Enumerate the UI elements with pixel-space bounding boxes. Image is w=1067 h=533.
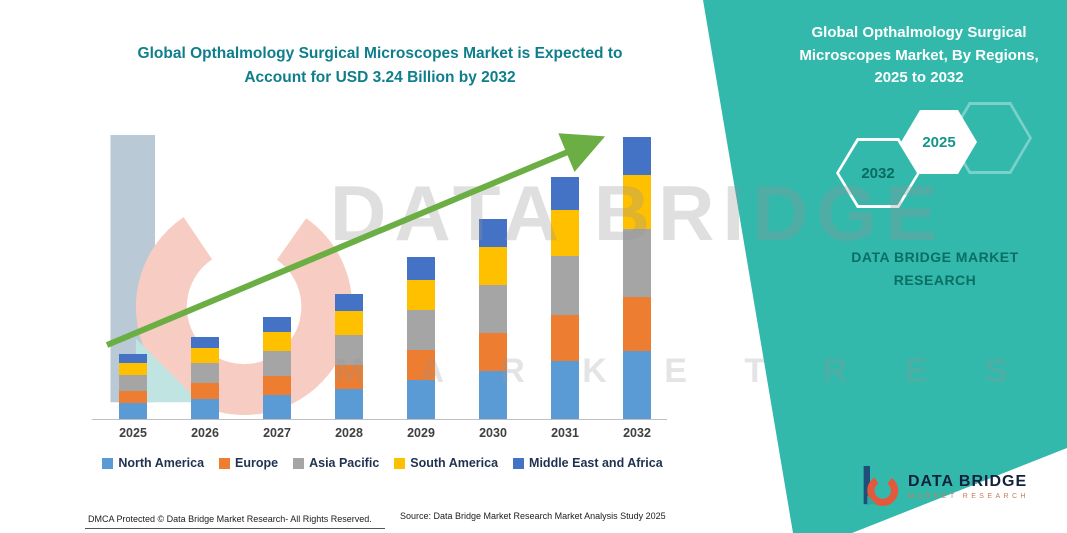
legend-swatch-icon [293, 457, 305, 469]
bar-segment [335, 388, 363, 419]
panel-brand-line1: DATA BRIDGE MARKET [851, 249, 1019, 265]
legend-label: Asia Pacific [309, 456, 380, 470]
bar-segment [551, 210, 579, 257]
bar-segment [263, 375, 291, 395]
bar-segment [551, 177, 579, 211]
legend-label: South America [410, 456, 499, 470]
bar-segment [335, 334, 363, 366]
chart-legend: North America Europe Asia Pacific South Ame… [85, 456, 680, 470]
panel-brand-text: DATA BRIDGE MARKET RESEARCH [828, 246, 1042, 292]
legend-swatch-icon [219, 457, 231, 469]
bar-segment [479, 371, 507, 419]
logo-title: DATA BRIDGE [908, 472, 1028, 490]
bar-chart-plot-area: 2025 2026 2027 2028 2029 2030 2031 2032 [90, 120, 670, 440]
bar-segment [623, 351, 651, 419]
legend-label: Europe [235, 456, 279, 470]
bar-segment [479, 218, 507, 247]
stacked-bar-2028 [335, 293, 363, 419]
hexagon-2025-label: 2025 [922, 133, 956, 151]
x-axis-label: 2030 [479, 426, 507, 440]
hexagon-2032: 2032 [836, 138, 920, 208]
legend-swatch-icon [102, 457, 114, 469]
bar-segment [407, 379, 435, 419]
dmca-notice: DMCA Protected © Data Bridge Market Rese… [88, 514, 372, 524]
chart-title: Global Opthalmology Surgical Microscopes… [110, 42, 650, 90]
legend-item: South America [394, 456, 498, 470]
legend-item: Asia Pacific [293, 456, 379, 470]
bar-segment [551, 314, 579, 361]
panel-brand-line2: RESEARCH [893, 272, 977, 289]
stacked-bar-2030 [479, 218, 507, 419]
bar-segment [623, 297, 651, 352]
stacked-bar-2025 [119, 353, 147, 419]
legend-swatch-icon [513, 457, 525, 469]
bar-segment [479, 332, 507, 372]
stacked-bar-2027 [263, 317, 291, 419]
chart-title-line2: Account for USD 3.24 Billion by 2032 [244, 69, 516, 87]
x-axis-label: 2029 [407, 426, 435, 440]
bar-segment [191, 363, 219, 384]
hexagon-2032-fill [839, 141, 917, 205]
bar-segment [119, 391, 147, 404]
bar-segment [479, 284, 507, 333]
bar-segment [119, 403, 147, 419]
source-note: Source: Data Bridge Market Research Mark… [400, 511, 666, 521]
bar-segment [335, 293, 363, 312]
bar-segment [335, 311, 363, 335]
bar-segment [119, 353, 147, 364]
bar-segment [479, 246, 507, 285]
data-bridge-logo: DATA BRIDGE MARKET RESEARCH [860, 464, 1029, 508]
hexagon-2025: 2025 [901, 110, 977, 174]
x-axis-label: 2032 [623, 426, 651, 440]
stacked-bar-2032 [623, 137, 651, 419]
bar-segment [119, 363, 147, 376]
hexagon-2032-label: 2032 [861, 164, 895, 182]
logo-subtitle: MARKET RESEARCH [908, 492, 1029, 500]
bar-segment [551, 360, 579, 419]
x-axis-label: 2031 [551, 426, 579, 440]
legend-swatch-icon [394, 457, 406, 469]
x-axis-label: 2028 [335, 426, 363, 440]
legend-item: Middle East and Africa [513, 456, 663, 470]
bar-segment [263, 317, 291, 333]
data-bridge-b-icon [863, 466, 899, 506]
x-axis-label: 2026 [191, 426, 219, 440]
bar-segment [551, 256, 579, 315]
bar-segment [263, 394, 291, 419]
bar-segment [263, 332, 291, 352]
legend-item: North America [102, 456, 204, 470]
stacked-bar-2029 [407, 257, 435, 419]
x-axis-label: 2027 [263, 426, 291, 440]
x-axis-line [92, 419, 667, 420]
bar-segment [623, 175, 651, 230]
bar-segment [623, 229, 651, 298]
hexagon-2025-fill [901, 110, 977, 174]
legend-label: North America [118, 456, 205, 470]
stacked-bar-2031 [551, 177, 579, 419]
bar-segment [191, 347, 219, 364]
chart-title-line1: Global Opthalmology Surgical Microscopes… [137, 45, 623, 62]
stacked-bar-2026 [191, 337, 219, 419]
bar-segment [191, 383, 219, 399]
panel-heading: Global Opthalmology Surgical Microscopes… [799, 24, 1039, 86]
bar-segment [407, 349, 435, 380]
bar-segment [191, 337, 219, 348]
bar-segment [119, 375, 147, 392]
footer-divider [85, 528, 385, 529]
bar-segment [335, 365, 363, 389]
x-axis-label: 2025 [119, 426, 147, 440]
legend-label: Middle East and Africa [529, 456, 663, 470]
legend-item: Europe [219, 456, 278, 470]
bar-segment [263, 351, 291, 376]
bar-segment [623, 137, 651, 176]
bar-segment [191, 399, 219, 419]
bar-segment [407, 310, 435, 350]
bar-segment [407, 257, 435, 281]
bar-segment [407, 280, 435, 311]
